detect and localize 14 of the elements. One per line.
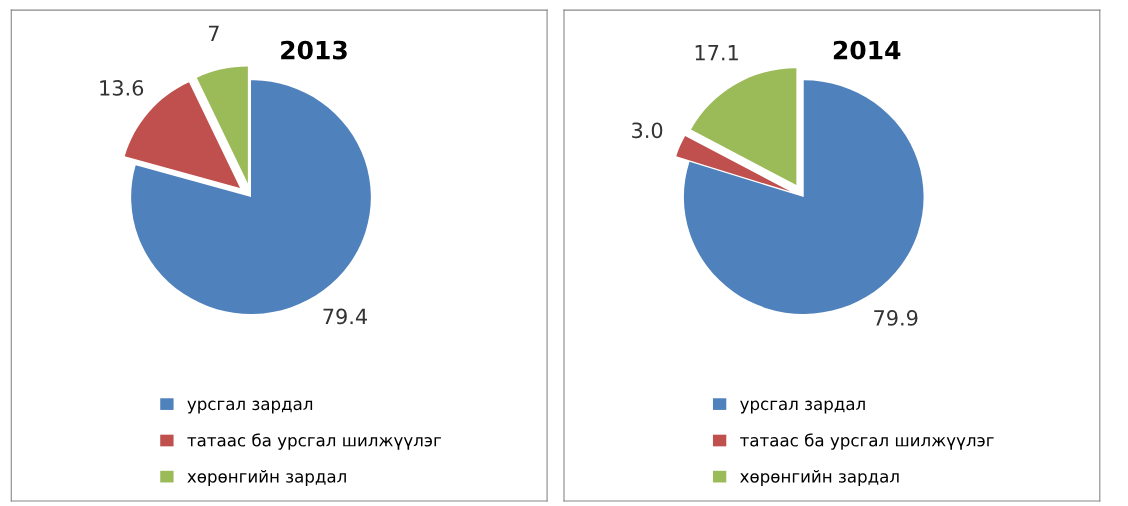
data-label: 79.9 [874,310,918,326]
legend-label: татаас ба урсгал шилжүүлэг [187,433,441,450]
data-label: 17.1 [695,45,738,61]
text: 2013 [281,40,347,60]
data-label: 79.4 [323,308,367,325]
legend-label: урсгал зардал [740,400,865,414]
legend-label: хөрөнгийн зардал [740,469,899,486]
data-label: 13.6 [100,80,144,96]
chart-title: 2014 [833,40,901,60]
legend-label: татаас ба урсгал шилжүүлэг [740,433,994,450]
legend-label: хөрөнгийн зардал [187,469,346,486]
data-label: 3.0 [632,122,663,139]
data-label: 7 [208,25,219,41]
legend-label: урсгал зардал [187,400,313,414]
